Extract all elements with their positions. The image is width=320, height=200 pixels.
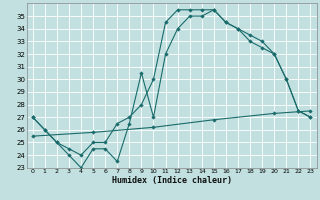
X-axis label: Humidex (Indice chaleur): Humidex (Indice chaleur) <box>112 176 232 185</box>
